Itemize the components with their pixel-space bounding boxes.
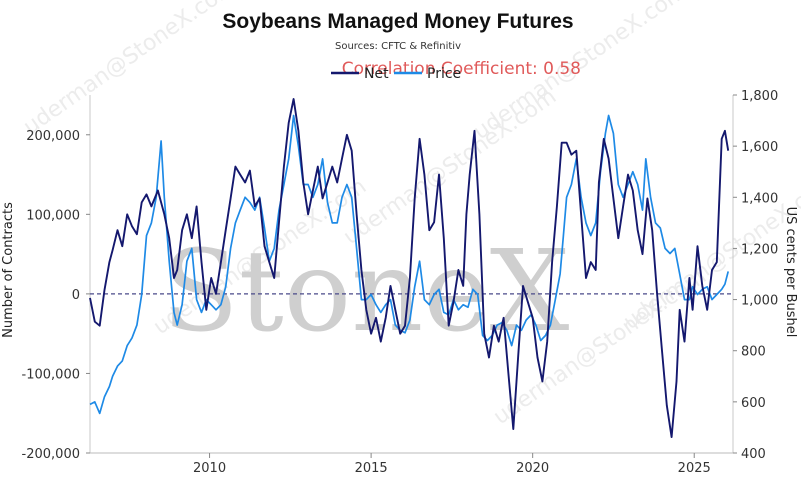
chart-subtitle: Sources: CFTC & Refinitiv bbox=[335, 41, 461, 52]
y-left-tick-label: 100,000 bbox=[26, 208, 80, 223]
y-right-tick-label: 1,000 bbox=[741, 294, 778, 309]
x-axis: 2010 2015 2020 2025 bbox=[90, 452, 733, 476]
y-axis-right: 400 600 800 1,000 1,200 1,400 1,600 1,800 bbox=[732, 89, 778, 462]
y-axis-left: -200,000 -100,000 0 100,000 200,000 bbox=[22, 95, 91, 462]
chart-title: Soybeans Managed Money Futures bbox=[222, 10, 573, 33]
x-tick-label: 2020 bbox=[516, 461, 549, 476]
x-tick-label: 2010 bbox=[193, 461, 226, 476]
legend-label-net: Net bbox=[364, 66, 389, 82]
y-right-tick-label: 1,600 bbox=[741, 140, 778, 155]
legend: Net Price bbox=[331, 66, 461, 82]
y-axis-left-title: Number of Contracts bbox=[1, 202, 16, 338]
y-axis-right-title: US cents per Bushel bbox=[783, 207, 798, 338]
series-line-net bbox=[89, 98, 730, 439]
y-left-tick-label: 0 bbox=[72, 288, 80, 303]
y-right-tick-label: 1,200 bbox=[741, 242, 778, 257]
y-left-tick-label: 200,000 bbox=[26, 129, 80, 144]
y-right-tick-label: 600 bbox=[741, 396, 766, 411]
y-right-tick-label: 400 bbox=[741, 447, 766, 462]
y-left-tick-label: -100,000 bbox=[22, 367, 80, 382]
x-tick-label: 2015 bbox=[355, 461, 388, 476]
x-tick-label: 2025 bbox=[678, 461, 711, 476]
y-right-tick-label: 1,400 bbox=[741, 191, 778, 206]
legend-label-price: Price bbox=[427, 66, 461, 82]
watermark-email: uderman@StoneX.com bbox=[19, 0, 241, 140]
y-left-tick-label: -200,000 bbox=[22, 447, 80, 462]
y-right-tick-label: 800 bbox=[741, 345, 766, 360]
y-right-tick-label: 1,800 bbox=[741, 89, 778, 104]
